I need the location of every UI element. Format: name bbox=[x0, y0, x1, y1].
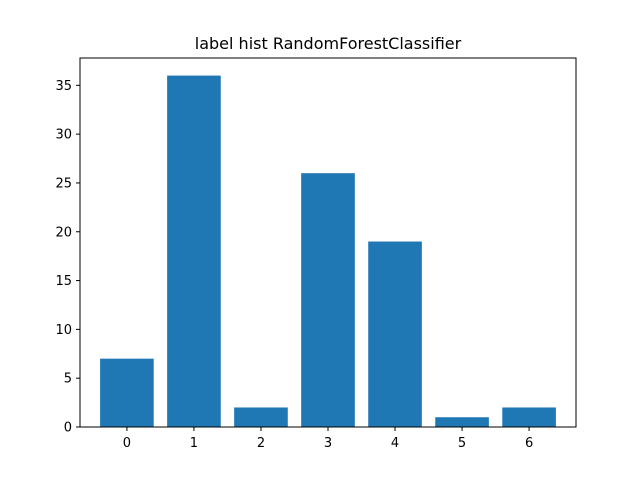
x-tick-label: 1 bbox=[190, 436, 198, 451]
bar-6 bbox=[502, 407, 556, 427]
y-axis-ticks: 0 5 10 15 20 25 30 35 bbox=[55, 79, 80, 436]
x-tick-label: 0 bbox=[123, 436, 131, 451]
y-tick-label: 5 bbox=[64, 372, 72, 387]
y-tick-label: 10 bbox=[55, 323, 72, 338]
x-tick-label: 6 bbox=[525, 436, 533, 451]
y-tick-label: 0 bbox=[64, 421, 72, 436]
bar-0 bbox=[100, 358, 154, 427]
x-tick-label: 3 bbox=[324, 436, 332, 451]
y-tick-label: 35 bbox=[55, 79, 72, 94]
bar-5 bbox=[435, 417, 489, 427]
x-axis-ticks: 0 1 2 3 4 5 6 bbox=[123, 427, 533, 451]
axes-frame bbox=[79, 57, 577, 428]
y-tick-label: 30 bbox=[55, 128, 72, 143]
y-tick-label: 15 bbox=[55, 274, 72, 289]
bar-3 bbox=[301, 173, 355, 427]
bar-1 bbox=[167, 75, 221, 428]
x-tick-label: 5 bbox=[458, 436, 466, 451]
chart-title: label hist RandomForestClassifier bbox=[195, 34, 462, 53]
x-tick-label: 2 bbox=[257, 436, 265, 451]
y-tick-label: 20 bbox=[55, 225, 72, 240]
bar-4 bbox=[368, 241, 422, 427]
y-tick-label: 25 bbox=[55, 176, 72, 191]
x-tick-label: 4 bbox=[391, 436, 399, 451]
bar-2 bbox=[234, 407, 288, 427]
bars-group bbox=[100, 75, 556, 428]
